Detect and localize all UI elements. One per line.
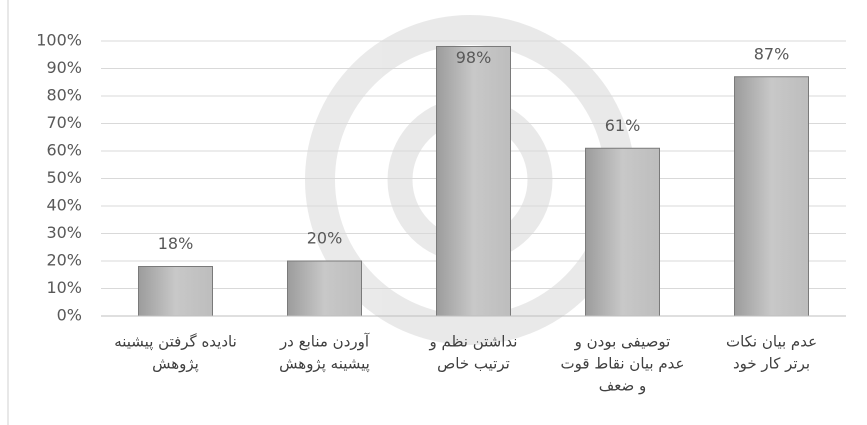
y-tick-label: 80% [46, 86, 82, 105]
bar [288, 261, 362, 316]
y-tick-label: 30% [46, 223, 82, 242]
y-tick-label: 90% [46, 58, 82, 77]
y-tick-label: 0% [57, 306, 82, 325]
bar [437, 47, 511, 317]
y-tick-label: 40% [46, 196, 82, 215]
y-tick-label: 70% [46, 113, 82, 132]
x-tick-label: پژوهش [152, 355, 199, 374]
x-tick-label: نداشتن نظم و [429, 333, 518, 351]
x-tick-label: عدم بیان نقاط قوت [561, 355, 685, 373]
chart: 0% 10% 20% 30% 40% 50% 60% 70% 80% 90% 100% نادیده … [0, 0, 867, 425]
value-label: 18% [158, 234, 194, 253]
y-tick-label: 100% [36, 31, 82, 50]
y-tick-label: 60% [46, 141, 82, 160]
bar [735, 77, 809, 316]
x-tick-label: توصیفی بودن و [574, 333, 671, 351]
x-tick-label: عدم بیان نکات [726, 333, 817, 351]
x-tick-label: و ضعف [599, 377, 647, 395]
x-tick-label: نادیده گرفتن پیشینه [114, 333, 237, 352]
x-tick-label: پیشینه پژوهش [279, 355, 370, 374]
x-tick-label: آوردن منابع در [279, 333, 370, 351]
value-label: 87% [754, 44, 790, 63]
value-label: 98% [456, 48, 492, 67]
x-tick-label: ترتیب خاص [437, 355, 510, 373]
bar [586, 148, 660, 316]
y-tick-label: 50% [46, 168, 82, 187]
value-label: 61% [605, 116, 641, 135]
x-tick-label: برتر کار خود [733, 355, 810, 373]
y-tick-label: 10% [46, 278, 82, 297]
value-label: 20% [307, 229, 343, 248]
bar [139, 267, 213, 317]
y-tick-label: 20% [46, 251, 82, 270]
